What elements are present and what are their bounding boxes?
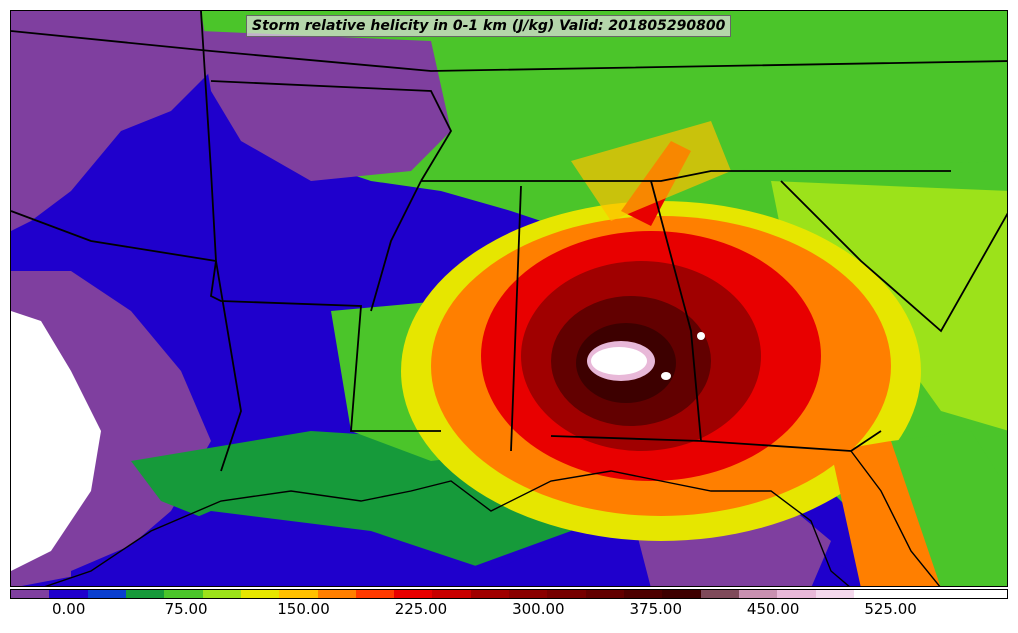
colorbar-swatch [892,590,931,598]
colorbar-swatch [547,590,586,598]
colorbar-swatch [624,590,663,598]
colorbar-swatch [509,590,548,598]
colorbar-swatch [815,590,854,598]
colorbar-tick-label: 375.00 [629,600,683,618]
coastline [44,470,850,586]
storm-eye-white [591,347,647,375]
colorbar-swatch [164,590,203,598]
map-panel [10,10,1008,587]
boundary-line [370,180,422,312]
colorbar-swatch [125,590,165,598]
colorbar-swatch [279,590,318,598]
boundary-line [510,185,522,452]
state-boundaries [11,11,1007,472]
colorbar-swatch [240,590,280,598]
boundary-line [210,260,441,432]
colorbar-swatch [394,590,433,598]
boundary-line [11,210,217,262]
white-region-texas [11,311,101,571]
colorbar-swatch [49,590,88,598]
boundary-line [11,30,1007,72]
helicity-map [11,11,1007,586]
boundary-line [215,260,242,472]
florida-green-region [891,431,1007,586]
colorbar-swatch [853,590,893,598]
storm-spot-white-1 [661,372,671,380]
colorbar-swatch [662,590,701,598]
coastlines [44,450,941,586]
boundary-line [550,180,702,442]
colorbar-swatch [930,590,969,598]
boundary-line [200,11,217,262]
colorbar-tick-label: 525.00 [864,600,917,618]
colorbar-swatch [738,590,778,598]
colorbar-swatch [470,590,510,598]
colorbar-swatch [87,590,126,598]
florida-warm-region [831,441,941,586]
map-title: Storm relative helicity in 0-1 km (J/kg)… [246,15,732,37]
boundary-line [780,180,1007,333]
colorbar-ticks: 0.00 75.00 150.00 225.00 300.00 375.00 450.00 5… [10,600,1008,630]
boundary-line [421,170,951,182]
colorbar-tick-label: 300.00 [512,600,565,618]
boundary-line [210,80,453,182]
colorbar-tick-label: 150.00 [277,600,330,618]
colorbar-swatch [968,590,1008,598]
colorbar-swatch [700,590,739,598]
colorbar-swatch [317,590,356,598]
colorbar-swatch [202,590,241,598]
storm-spot-white-2 [697,332,705,340]
colorbar-swatch [585,590,624,598]
colorbar-tick-label: 225.00 [394,600,448,618]
colorbar-swatch [355,590,395,598]
colorbar-tick-label: 75.00 [164,600,208,618]
colorbar-swatch [11,590,50,598]
colorbar-swatch [777,590,816,598]
colorbar-tick-label: 0.00 [52,600,86,618]
colorbar-swatch [432,590,471,598]
colorbar [10,589,1008,599]
purple-region-west [11,11,211,231]
storm-streak-yellow [571,121,731,221]
coastline [850,450,941,586]
colorbar-tick-label: 450.00 [746,600,800,618]
purple-region-central [201,31,451,181]
